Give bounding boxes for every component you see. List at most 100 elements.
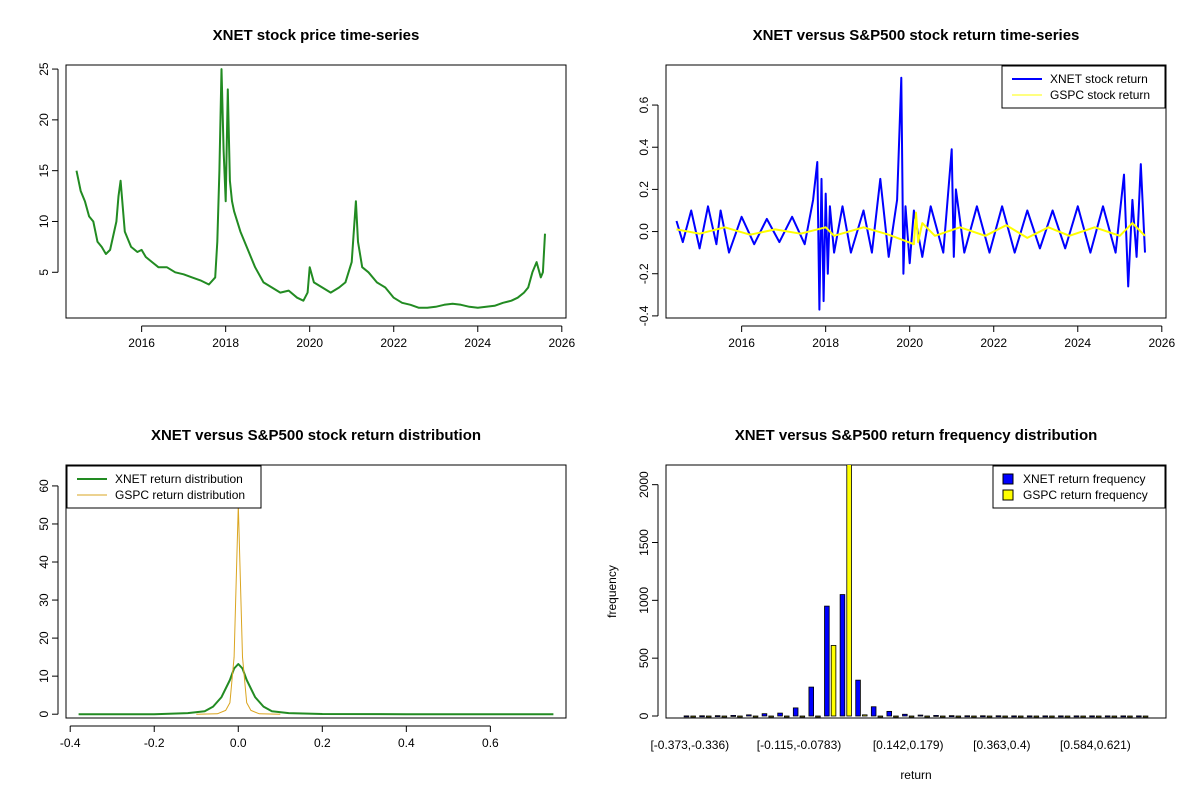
price-x-tick-label: 2026 — [548, 336, 575, 350]
price-y-tick-label: 10 — [37, 214, 51, 228]
frequency-bar-gspc — [1111, 715, 1118, 718]
frequency-bar-gspc — [986, 715, 993, 718]
frequency-bar-xnet — [917, 714, 924, 717]
returns-legend-label: XNET stock return — [1050, 72, 1148, 86]
frequency-y-tick-label: 500 — [637, 648, 651, 668]
price-x-tick-label: 2024 — [464, 336, 491, 350]
price-y-tick-label: 5 — [37, 269, 51, 276]
returns-y-tick-label: -0.4 — [637, 305, 651, 326]
density-x-tick-label: 0.0 — [230, 736, 247, 750]
frequency-bar-xnet — [980, 715, 986, 718]
returns-x-tick-label: 2020 — [896, 336, 923, 350]
frequency-bar-gspc — [908, 715, 915, 718]
frequency-bar-gspc — [690, 715, 696, 718]
frequency-bar-xnet — [761, 713, 768, 717]
frequency-bar-xnet — [839, 594, 846, 717]
density-legend-box — [66, 465, 262, 509]
density-y-tick-label: 40 — [37, 555, 51, 569]
returns-x-tick-label: 2016 — [728, 336, 755, 350]
frequency-bar-xnet — [1120, 715, 1127, 718]
price-y-tick-label: 25 — [37, 62, 51, 76]
frequency-bar-xnet — [1042, 715, 1049, 718]
frequency-plot-frame — [665, 464, 1167, 719]
frequency-bar-gspc — [706, 715, 712, 718]
returns-x-tick-label: 2024 — [1064, 336, 1091, 350]
returns-y-tick-label: 0.0 — [637, 223, 651, 240]
frequency-bar-gspc — [1033, 715, 1040, 718]
frequency-bar-xnet — [902, 713, 908, 717]
price-y-tick-label: 15 — [37, 164, 51, 178]
frequency-bar-gspc — [752, 715, 759, 718]
frequency-bar-gspc — [1080, 715, 1086, 718]
price-y-tick-label: 20 — [37, 113, 51, 127]
density-x-tick-label: 0.6 — [482, 736, 499, 750]
price-plot-frame — [65, 64, 567, 319]
frequency-y-tick-label: 2000 — [637, 471, 651, 498]
density-x-tick-label: 0.4 — [398, 736, 415, 750]
density-xnet-line — [78, 663, 554, 716]
density-legend-label: GSPC return distribution — [115, 488, 245, 502]
frequency-bar-gspc — [784, 715, 790, 718]
frequency-title: XNET versus S&P500 return frequency dist… — [735, 427, 1098, 444]
frequency-x-tick-label: [-0.373,-0.336) — [650, 738, 729, 752]
returns-y-tick-label: 0.6 — [637, 96, 651, 113]
frequency-bar-gspc — [799, 715, 806, 718]
frequency-bar-xnet — [777, 712, 783, 717]
frequency-bar-xnet — [1104, 715, 1111, 718]
frequency-bar-gspc — [955, 715, 962, 718]
frequency-bar-gspc — [830, 645, 837, 717]
frequency-bar-xnet — [730, 715, 736, 717]
frequency-bar-gspc — [1064, 715, 1071, 718]
frequency-bar-xnet — [995, 715, 1002, 718]
returns-y-tick-label: -0.2 — [637, 263, 651, 284]
frequency-bar-xnet — [699, 715, 705, 718]
frequency-bar-gspc — [1096, 715, 1102, 718]
price-series-line — [75, 68, 546, 309]
density-plot-frame — [65, 464, 567, 719]
returns-legend-label: GSPC stock return — [1050, 88, 1150, 102]
frequency-x-tick-label: [0.142,0.179) — [873, 738, 944, 752]
frequency-bars — [683, 465, 1149, 718]
returns-gspc-line — [676, 211, 1146, 246]
density-y-tick-label: 30 — [37, 593, 51, 607]
frequency-bar-xnet — [808, 686, 814, 717]
density-x-tick-label: -0.4 — [60, 736, 81, 750]
frequency-legend-label: GSPC return frequency — [1023, 488, 1148, 502]
frequency-y-tick-label: 1000 — [637, 587, 651, 614]
frequency-bar-xnet — [1058, 715, 1064, 718]
frequency-bar-xnet — [792, 707, 799, 717]
frequency-legend-label: XNET return frequency — [1023, 472, 1146, 486]
returns-title: XNET versus S&P500 stock return time-ser… — [753, 27, 1080, 44]
frequency-bar-gspc — [1127, 715, 1133, 718]
frequency-bar-gspc — [815, 715, 821, 718]
frequency-bar-gspc — [768, 715, 774, 718]
frequency-bar-xnet — [1011, 715, 1017, 718]
returns-chart: XNET versus S&P500 stock return time-ser… — [637, 27, 1175, 350]
frequency-bar-xnet — [746, 714, 752, 717]
returns-x-tick-label: 2026 — [1148, 336, 1175, 350]
frequency-legend-swatch — [1002, 489, 1014, 501]
density-x-tick-label: -0.2 — [144, 736, 165, 750]
returns-y-tick-label: 0.2 — [637, 181, 651, 198]
frequency-bar-xnet — [964, 715, 970, 718]
density-gspc-line — [196, 504, 281, 715]
frequency-bar-xnet — [948, 715, 955, 718]
frequency-chart: XNET versus S&P500 return frequency dist… — [605, 427, 1167, 782]
price-x-tick-label: 2020 — [296, 336, 323, 350]
frequency-bar-xnet — [855, 679, 861, 717]
frequency-bar-xnet — [933, 715, 939, 717]
frequency-bar-gspc — [971, 715, 977, 718]
frequency-bar-xnet — [1089, 715, 1095, 718]
frequency-bar-gspc — [1142, 715, 1149, 718]
density-y-tick-label: 50 — [37, 517, 51, 531]
density-title: XNET versus S&P500 stock return distribu… — [151, 427, 481, 444]
frequency-bar-xnet — [1073, 715, 1080, 718]
frequency-bar-xnet — [870, 706, 877, 717]
density-legend-label: XNET return distribution — [115, 472, 243, 486]
frequency-bar-gspc — [1002, 715, 1008, 718]
returns-plot-frame — [665, 64, 1167, 319]
price-title: XNET stock price time-series — [213, 27, 420, 44]
returns-x-tick-label: 2022 — [980, 336, 1007, 350]
frequency-bar-gspc — [877, 715, 884, 718]
